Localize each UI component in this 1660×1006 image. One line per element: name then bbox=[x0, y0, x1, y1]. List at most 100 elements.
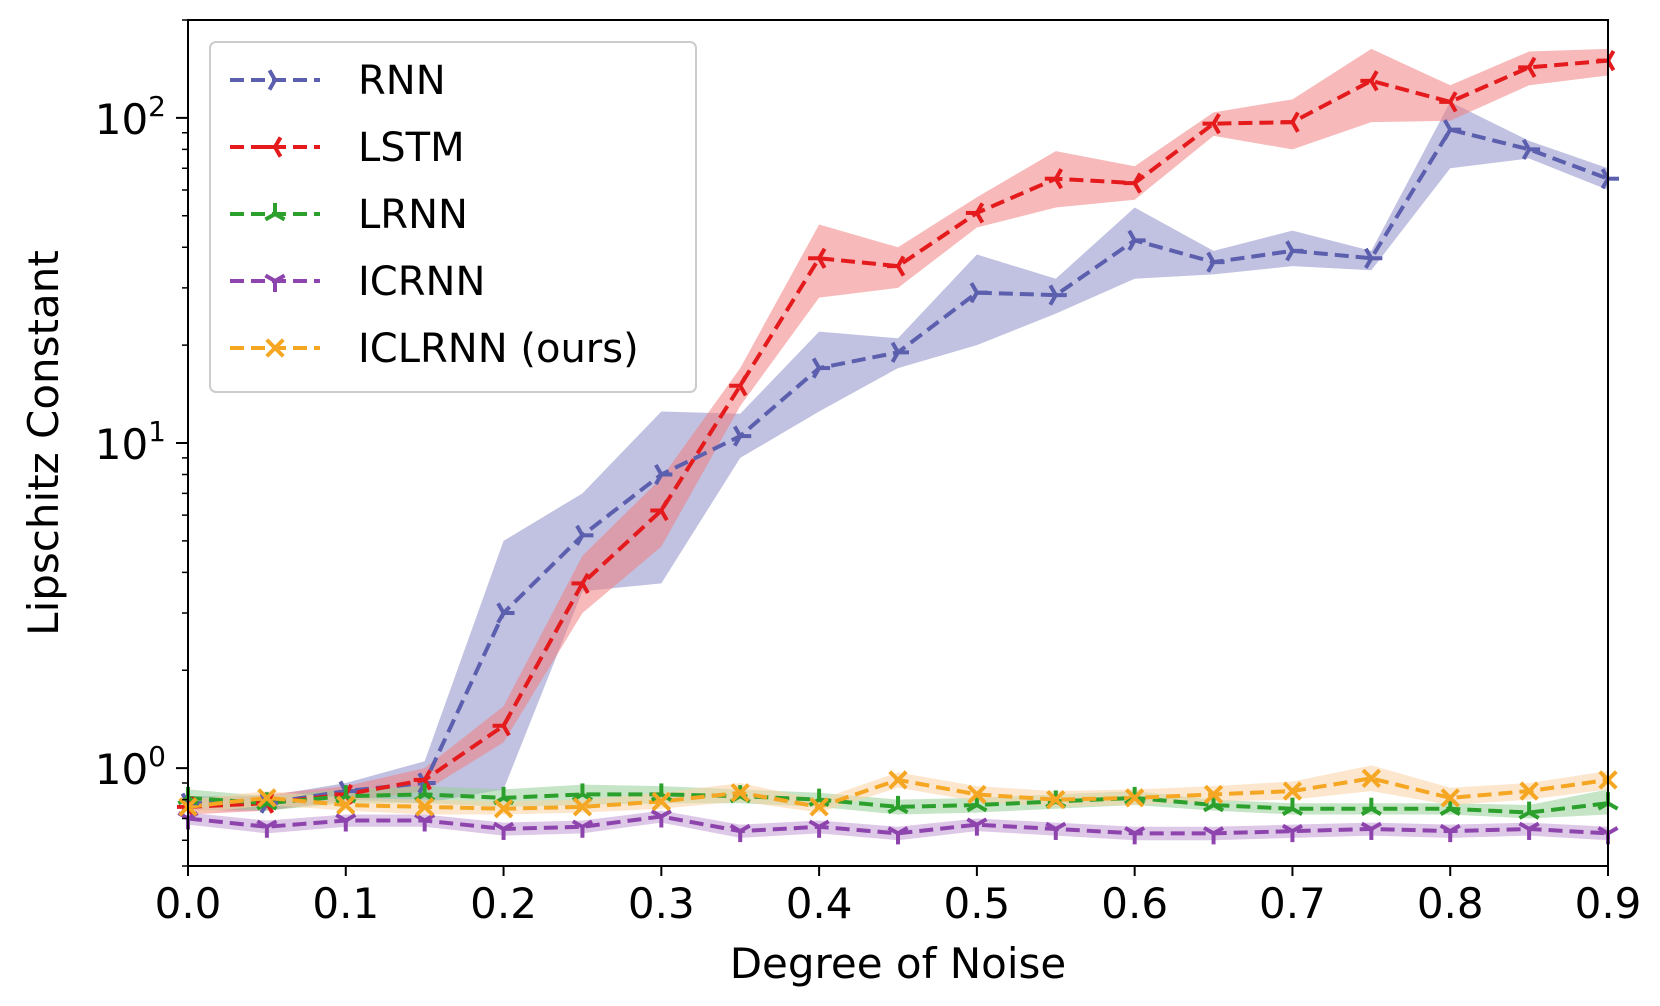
x-tick-label: 0.9 bbox=[1575, 879, 1642, 928]
marker-lrnn-17 bbox=[1518, 801, 1540, 820]
band-icrnn bbox=[188, 810, 1608, 841]
marker-iclrnn-ours-7 bbox=[730, 783, 750, 803]
x-tick-label: 0.3 bbox=[628, 879, 695, 928]
marker-icrnn-12 bbox=[1124, 826, 1146, 845]
legend-marker-iclrnn-ours bbox=[265, 338, 285, 358]
marker-lrnn-9 bbox=[887, 795, 909, 815]
marker-iclrnn-ours-2 bbox=[336, 795, 356, 815]
marker-icrnn-5 bbox=[571, 819, 594, 838]
marker-rnn-12 bbox=[1127, 229, 1146, 251]
marker-rnn-17 bbox=[1521, 138, 1541, 160]
marker-icrnn-13 bbox=[1202, 826, 1225, 845]
x-tick-label: 0.6 bbox=[1101, 879, 1168, 928]
marker-lstm-4 bbox=[492, 715, 511, 737]
marker-lstm-7 bbox=[729, 375, 748, 397]
legend-label-rnn: RNN bbox=[358, 58, 446, 104]
x-tick-label: 0.1 bbox=[312, 879, 379, 928]
band-iclrnn-ours- bbox=[188, 765, 1608, 815]
marker-icrnn-6 bbox=[650, 809, 672, 828]
marker-icrnn-1 bbox=[256, 819, 278, 838]
marker-lstm-10 bbox=[965, 202, 985, 224]
y-tick-label: 101 bbox=[95, 415, 166, 469]
marker-lrnn-14 bbox=[1281, 797, 1304, 816]
marker-icrnn-4 bbox=[492, 821, 515, 840]
marker-lstm-15 bbox=[1360, 70, 1379, 92]
marker-rnn-14 bbox=[1285, 240, 1304, 262]
marker-iclrnn-ours-14 bbox=[1282, 781, 1303, 801]
legend-marker-icrnn bbox=[264, 273, 286, 292]
marker-icrnn-16 bbox=[1439, 823, 1461, 843]
marker-iclrnn-ours-11 bbox=[1046, 789, 1066, 810]
marker-icrnn-10 bbox=[966, 817, 988, 836]
marker-icrnn-8 bbox=[808, 819, 830, 838]
marker-iclrnn-ours-4 bbox=[493, 799, 514, 819]
legend-label-lrnn: LRNN bbox=[358, 192, 468, 238]
x-tick-label: 0.4 bbox=[786, 879, 853, 928]
marker-rnn-7 bbox=[732, 425, 752, 447]
marker-lstm-12 bbox=[1123, 172, 1142, 194]
marker-lstm-6 bbox=[650, 499, 669, 522]
marker-iclrnn-ours-8 bbox=[809, 797, 829, 817]
marker-rnn-8 bbox=[811, 357, 831, 379]
marker-rnn-9 bbox=[890, 341, 909, 363]
x-tick-label: 0.7 bbox=[1259, 879, 1326, 928]
legend-marker-lstm bbox=[264, 136, 283, 158]
marker-lrnn-15 bbox=[1360, 797, 1382, 816]
marker-iclrnn-ours-3 bbox=[415, 797, 435, 817]
marker-rnn-16 bbox=[1442, 119, 1462, 141]
marker-rnn-6 bbox=[654, 463, 673, 486]
y-axis-ticks: 100 101 102 bbox=[95, 19, 188, 867]
marker-lstm-3 bbox=[413, 769, 432, 791]
y-tick-label: 100 bbox=[95, 740, 166, 794]
marker-icrnn-3 bbox=[414, 813, 436, 832]
marker-lstm-17 bbox=[1518, 56, 1537, 78]
legend-label-iclrnn-ours: ICLRNN (ours) bbox=[358, 326, 639, 372]
marker-iclrnn-ours-1 bbox=[257, 788, 277, 808]
marker-lstm-11 bbox=[1044, 168, 1064, 190]
marker-iclrnn-ours-12 bbox=[1125, 788, 1145, 808]
marker-rnn-4 bbox=[496, 602, 515, 624]
marker-iclrnn-ours-13 bbox=[1203, 784, 1224, 805]
marker-lstm-9 bbox=[887, 255, 906, 277]
marker-rnn-5 bbox=[575, 524, 594, 546]
marker-icrnn-2 bbox=[335, 813, 357, 832]
marker-iclrnn-ours-9 bbox=[888, 770, 908, 790]
marker-rnn-15 bbox=[1364, 247, 1383, 269]
legend-label-lstm: LSTM bbox=[358, 125, 465, 171]
marker-lstm-13 bbox=[1202, 113, 1221, 135]
marker-iclrnn-ours-16 bbox=[1440, 788, 1460, 808]
legend: RNN LSTM LRNN ICRNN ICLRNN (ours) bbox=[209, 41, 697, 393]
marker-iclrnn-ours-5 bbox=[572, 797, 593, 817]
legend-label-icrnn: ICRNN bbox=[358, 259, 485, 305]
marker-lstm-14 bbox=[1281, 111, 1300, 133]
series-markers bbox=[177, 50, 1619, 845]
marker-iclrnn-ours-6 bbox=[651, 791, 671, 812]
marker-icrnn-15 bbox=[1360, 821, 1382, 840]
marker-icrnn-14 bbox=[1281, 823, 1304, 843]
marker-icrnn-17 bbox=[1518, 821, 1540, 840]
x-tick-label: 0.0 bbox=[155, 879, 222, 928]
x-tick-label: 0.2 bbox=[470, 879, 537, 928]
marker-lstm-16 bbox=[1439, 91, 1458, 113]
marker-icrnn-9 bbox=[887, 826, 909, 845]
marker-rnn-11 bbox=[1048, 284, 1067, 306]
x-tick-label: 0.8 bbox=[1417, 879, 1484, 928]
marker-icrnn-7 bbox=[729, 823, 751, 843]
x-axis-title: Degree of Noise bbox=[730, 939, 1067, 988]
legend-marker-lrnn bbox=[264, 203, 286, 222]
marker-iclrnn-ours-17 bbox=[1519, 781, 1539, 801]
y-tick-label: 102 bbox=[95, 90, 166, 144]
marker-iclrnn-ours-10 bbox=[967, 784, 987, 805]
x-axis-ticks: 0.0 0.1 0.2 0.3 0.4 0.5 0.6 0.7 0.8 0.9 bbox=[155, 866, 1642, 928]
marker-lstm-5 bbox=[571, 572, 590, 594]
legend-box bbox=[209, 41, 697, 393]
legend-marker-rnn bbox=[267, 69, 286, 91]
marker-icrnn-11 bbox=[1045, 821, 1067, 840]
marker-rnn-10 bbox=[969, 282, 988, 304]
marker-iclrnn-ours-15 bbox=[1361, 768, 1381, 789]
y-axis-title: Lipschitz Constant bbox=[19, 250, 68, 636]
marker-rnn-13 bbox=[1206, 251, 1225, 273]
x-tick-label: 0.5 bbox=[943, 879, 1010, 928]
marker-lstm-8 bbox=[808, 247, 827, 269]
